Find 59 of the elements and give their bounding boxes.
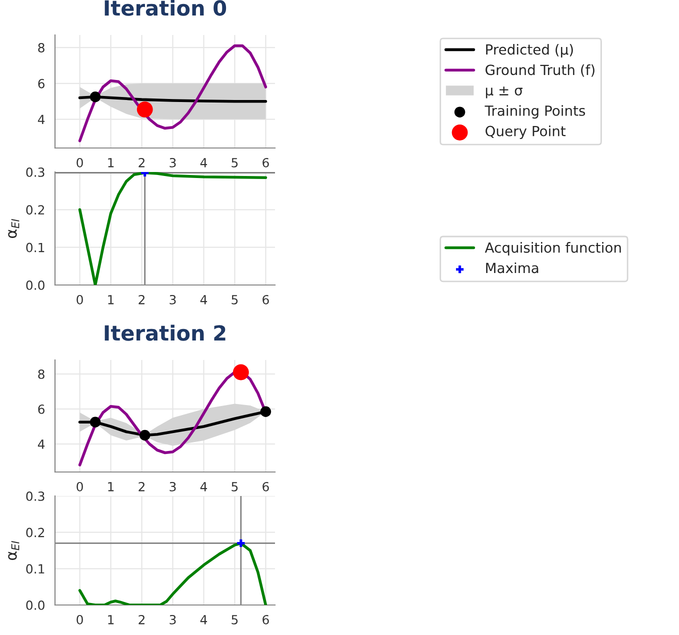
legend-label: Ground Truth (f) (486, 64, 594, 77)
y-tick-label: 0.1 (26, 242, 44, 252)
y-tick-label: 0.2 (26, 205, 44, 215)
legend-label: Predicted (μ) (486, 44, 573, 58)
x-tick-label: 3 (170, 294, 176, 304)
x-tick-label: 2 (138, 614, 144, 624)
x-tick-label: 1 (108, 158, 114, 168)
x-tick-label: 3 (170, 482, 176, 492)
point (90, 416, 101, 428)
y-tick-label: 6 (38, 404, 44, 414)
x-tick-label: 0 (76, 482, 83, 492)
y-axis-title: α$_{EI}$ (8, 540, 20, 560)
x-tick-label: 1 (108, 482, 114, 492)
point (232, 364, 249, 380)
y-tick-label: 0.0 (26, 280, 44, 290)
x-tick-label: 3 (170, 614, 176, 624)
x-tick-label: 2 (138, 482, 144, 492)
chart-title: Iteration 0 (104, 0, 226, 16)
chart-title: Iteration 2 (104, 324, 226, 341)
legend-label: Query Point (486, 126, 566, 139)
legend-label: Training Points (484, 105, 586, 119)
x-tick-label: 6 (262, 158, 269, 168)
y-tick-label: 0.0 (26, 600, 44, 610)
x-tick-label: 4 (200, 158, 208, 168)
y-tick-label: 8 (38, 43, 44, 52)
point (139, 430, 150, 441)
legend-label: Acquisition function (484, 242, 621, 256)
x-tick-label: 5 (232, 615, 238, 624)
y-tick-label: 4 (38, 440, 45, 449)
x-tick-label: 2 (138, 294, 144, 304)
x-tick-label: 1 (108, 295, 114, 304)
x-tick-label: 2 (138, 158, 144, 168)
legend-label: Maxima (486, 262, 538, 274)
x-tick-label: 0 (76, 614, 83, 624)
x-tick-label: 5 (232, 158, 238, 168)
y-axis-title: α$_{EI}$ (8, 218, 20, 238)
y-tick-label: 6 (38, 78, 44, 88)
y-tick-label: 0.3 (26, 167, 44, 177)
y-tick-label: 0.2 (26, 528, 44, 538)
x-tick-label: 6 (262, 614, 269, 624)
x-tick-label: 3 (170, 158, 176, 168)
y-tick-label: 4 (38, 114, 45, 124)
x-tick-label: 0 (76, 158, 83, 168)
y-tick-label: 0.1 (26, 564, 44, 574)
x-tick-label: 4 (200, 482, 208, 492)
x-tick-label: 5 (232, 482, 238, 492)
point (260, 406, 272, 418)
y-tick-label: 0.3 (26, 491, 44, 501)
y-tick-label: 8 (38, 369, 44, 379)
x-tick-label: 1 (108, 615, 114, 624)
x-tick-label: 6 (262, 294, 269, 304)
x-tick-label: 5 (232, 295, 238, 304)
text: μ ± σ (486, 86, 522, 98)
x-tick-label: 4 (200, 295, 208, 304)
x-tick-label: 4 (200, 615, 208, 624)
x-tick-label: 6 (262, 482, 269, 492)
line-series (78, 172, 268, 285)
line-series (78, 44, 268, 142)
x-tick-label: 0 (76, 294, 83, 304)
